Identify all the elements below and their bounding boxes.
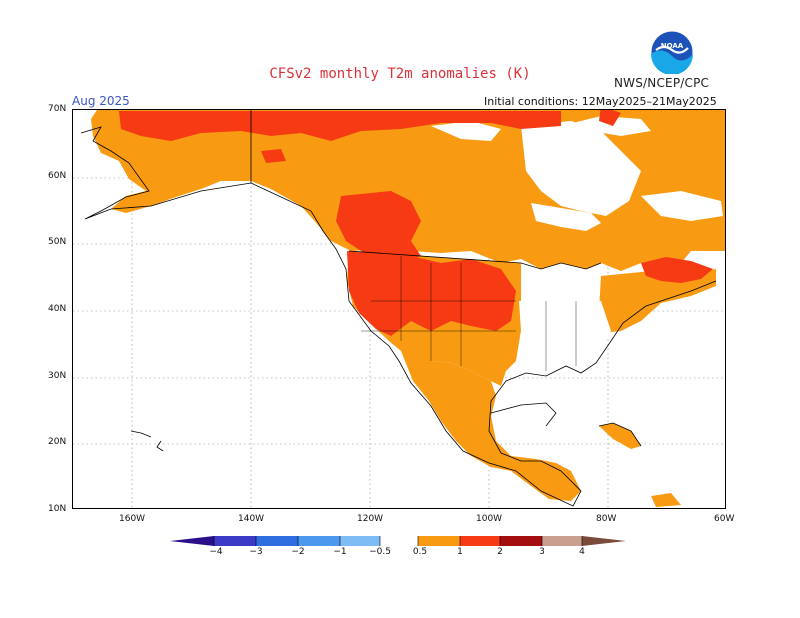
colorbar-tick: −2	[291, 547, 305, 557]
lon-label-60w: 60W	[714, 514, 735, 524]
lon-label-160w: 160W	[119, 514, 146, 524]
anomaly-map	[73, 110, 725, 508]
lon-label-80w: 80W	[596, 514, 617, 524]
colorbar-tick: −4	[209, 547, 223, 557]
colorbar-tick: 0.5	[412, 547, 428, 557]
lat-label-40n: 40N	[48, 304, 67, 314]
lat-label-30n: 30N	[48, 371, 67, 381]
lat-label-50n: 50N	[48, 237, 67, 247]
state-borders	[361, 256, 577, 371]
lat-label-20n: 20N	[48, 437, 67, 447]
anomaly-1-2-regions	[119, 110, 713, 336]
colorbar	[170, 536, 626, 546]
valid-month-label: Aug 2025	[72, 94, 130, 108]
lon-label-120w: 120W	[357, 514, 384, 524]
colorbar-tick: −0.5	[369, 547, 391, 557]
colorbar-tick: −1	[333, 547, 347, 557]
noaa-logo: NOAA	[650, 30, 694, 74]
lon-label-140w: 140W	[238, 514, 265, 524]
initial-conditions-label: Initial conditions: 12May2025–21May2025	[484, 95, 717, 108]
colorbar-tick: 2	[497, 547, 503, 557]
lat-label-10n: 10N	[48, 504, 67, 514]
colorbar-tick: −3	[249, 547, 263, 557]
colorbar-tick: 3	[539, 547, 545, 557]
coastlines	[80, 110, 717, 507]
agency-label: NWS/NCEP/CPC	[614, 76, 710, 90]
chart-title: CFSv2 monthly T2m anomalies (K)	[269, 66, 531, 82]
anomaly-lt-0p5-regions	[431, 116, 723, 376]
lat-label-60n: 60N	[48, 171, 67, 181]
lat-label-70n: 70N	[48, 104, 67, 114]
colorbar-tick: 4	[579, 547, 585, 557]
map-panel	[72, 109, 726, 509]
colorbar-tick: 1	[457, 547, 463, 557]
lon-label-100w: 100W	[476, 514, 503, 524]
noaa-logo-text: NOAA	[661, 42, 684, 50]
